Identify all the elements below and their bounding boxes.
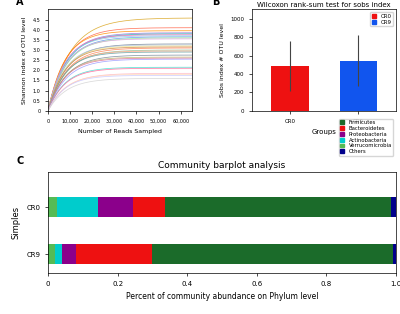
Bar [98,197,133,217]
Bar [62,244,76,264]
Bar [57,197,98,217]
Bar [152,244,392,264]
Bar [340,61,377,111]
Legend: Firmicutes, Bacteroidetes, Proteobacteria, Actinobacteria, Verrucomicrobia, Othe: Firmicutes, Bacteroidetes, Proteobacteri… [338,119,393,156]
Bar [164,197,391,217]
Bar [48,197,57,217]
Bar [76,244,152,264]
Y-axis label: Sobs index # OTU level: Sobs index # OTU level [220,23,225,97]
Text: C: C [17,156,24,165]
Bar [55,244,62,264]
X-axis label: Number of Reads Sampled: Number of Reads Sampled [78,129,162,134]
Legend: CR0, CR9: CR0, CR9 [370,12,393,26]
Text: A: A [16,0,24,7]
Y-axis label: Simples: Simples [12,206,21,239]
Bar [133,197,164,217]
Title: Wilcoxon rank-sum test for sobs index: Wilcoxon rank-sum test for sobs index [257,2,391,8]
X-axis label: Percent of community abundance on Phylum level: Percent of community abundance on Phylum… [126,292,318,301]
Bar [392,244,396,264]
Title: Community barplot analysis: Community barplot analysis [158,160,286,170]
Bar [48,244,55,264]
Text: B: B [212,0,219,7]
Y-axis label: Shannon index of OTU level: Shannon index of OTU level [22,17,27,104]
X-axis label: Groups: Groups [312,129,336,135]
Bar [391,197,396,217]
Bar [271,66,309,111]
